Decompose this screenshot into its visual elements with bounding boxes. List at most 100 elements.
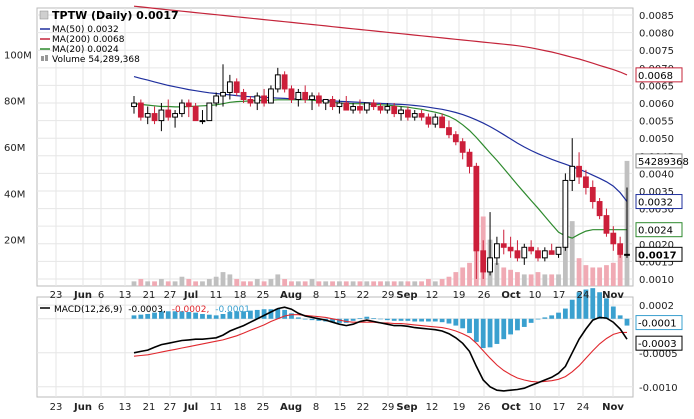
volume-bar [241,281,246,286]
candle-body [603,215,610,234]
candle-body [535,250,541,259]
candle-body [151,113,158,122]
candlesticks [131,64,630,279]
x-tick-label: Jul [183,402,198,413]
volume-bar [193,281,199,286]
macd-hist-bar [597,292,603,319]
price-tick-label: 0.0015 [639,257,674,268]
candle-body [446,127,452,136]
candle-body [315,95,322,104]
candle-body [309,95,315,100]
macd-hist-bar [610,306,616,319]
legend-ma200: MA(200) 0.0068 [52,35,125,45]
x-tick-label: 27 [164,402,177,413]
macd-hist-bar [261,309,267,319]
x-tick-label: 19 [453,402,466,413]
candle-body [199,120,206,123]
volume-bar [316,281,322,286]
x-tick-label: 24 [577,290,590,301]
macd-tick-label: 0.0002 [639,301,674,312]
hist-badge-box [635,315,683,331]
volume-bar [521,274,527,286]
candle-body [226,81,233,93]
legend-title: TPTW (Daily) 0.0017 [52,9,179,22]
volume-bar [227,274,233,286]
x-tick-label: Nov [602,402,624,413]
macd-hist-bar [200,314,205,319]
x-tick-label: 29 [382,290,395,301]
macd-hist-bar [453,318,459,326]
volume-bar [206,279,212,286]
macd-hist-bar [343,318,349,323]
volume-bar [282,279,288,286]
candle-body [185,102,192,108]
volume-bar [234,279,240,286]
candle-body [439,116,446,129]
candle-body [233,81,240,93]
volume-bar [439,279,445,286]
volume-bar [610,262,616,286]
x-tick-label: 22 [357,402,370,413]
candle-body [617,243,624,255]
candle-body [274,74,281,90]
x-tick-label: 18 [234,402,247,413]
candle-body [589,186,596,203]
x-tick-label: 19 [453,290,466,301]
volume-bar [330,281,335,286]
macd-hist-bar [179,311,185,319]
candle-body [548,250,555,255]
macd-hist-bar [562,308,568,319]
ma20-badge-box [635,222,683,238]
macd-hist-bar [316,318,322,321]
candle-body [363,102,370,111]
candle-body [480,250,487,273]
candle-body [302,91,309,100]
x-tick-label: Nov [602,290,624,301]
volume-bar [179,276,185,286]
price-tick-label: 0.0050 [639,134,674,145]
volume-bar [405,281,411,286]
volume-bar [467,262,472,286]
candle-body [507,246,514,252]
volume-bar [337,281,342,286]
macd-hist-bar [193,312,199,319]
candle-body [131,102,137,108]
candle-body [391,106,398,115]
macd-hist-bar [467,318,472,334]
macd-indicator [131,288,630,392]
volume-bar [295,281,301,286]
ma20-badge: 0.0024 [638,226,673,237]
candle-body [555,246,562,255]
price-tick-label: 0.0075 [639,46,674,57]
candle-body [137,102,144,118]
volume-badge: 54289368 [638,157,689,168]
macd-hist-bar [268,309,274,319]
macd-hist-bar [391,318,397,321]
candle-body [220,91,226,97]
volume-bar [145,281,151,286]
candle-body [473,165,480,252]
volume-bar [453,272,459,286]
macd-hist-bar [432,318,438,322]
candle-body [350,106,357,111]
volume-bar [542,274,548,286]
candle-body [254,95,261,104]
volume-bar [186,279,192,286]
volume-tick-label: 100M [4,50,32,61]
x-tick-label: 11 [210,290,223,301]
volume-bar [583,265,589,286]
candle-body [213,95,220,104]
x-tick-label: 17 [553,402,566,413]
volume-bar [254,279,260,286]
macd-hist-bar [480,318,486,349]
macd-tick-label: -0.0010 [639,383,678,394]
candle-body [576,165,582,178]
volume-bar [576,258,582,286]
candle-body [452,134,459,143]
candle-body [610,232,617,245]
x-tick-label: Sep [396,402,417,413]
ma200-badge: 0.0068 [638,71,673,82]
macd-hist-bar [556,312,561,319]
candle-body [487,257,493,273]
macd-hist-bar [624,318,630,326]
